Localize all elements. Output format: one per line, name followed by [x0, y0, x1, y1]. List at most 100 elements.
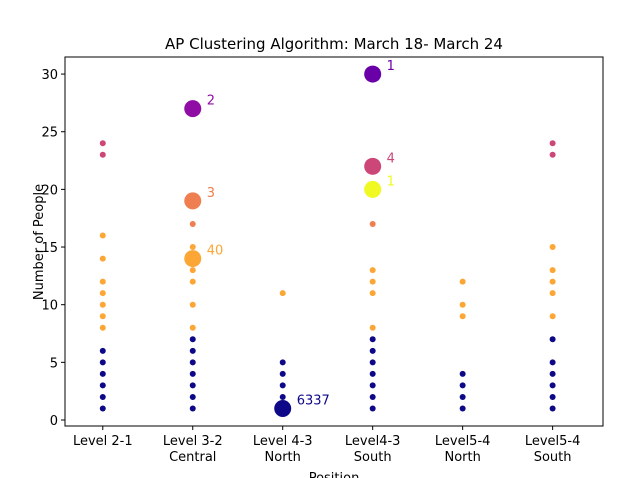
point — [369, 382, 376, 389]
point — [549, 336, 556, 343]
y-tick-label: 25 — [41, 126, 58, 141]
cluster-count: 4 — [387, 151, 395, 166]
point — [369, 324, 376, 331]
cluster-center — [184, 100, 202, 118]
y-tick-label: 0 — [50, 414, 58, 429]
point — [549, 244, 556, 251]
x-tick-label-line: South — [354, 450, 392, 465]
point — [99, 140, 106, 147]
point — [99, 290, 106, 297]
y-axis-label: Number of People — [32, 184, 47, 300]
point — [189, 244, 196, 251]
point — [99, 405, 106, 412]
y-tick-label: 5 — [50, 356, 58, 371]
x-tick-label-line: Level 4-3 — [253, 434, 313, 449]
point — [459, 313, 466, 320]
x-tick-label-line: Level 2-1 — [73, 434, 133, 449]
cluster-center — [364, 65, 382, 83]
point — [369, 336, 376, 343]
point — [549, 278, 556, 285]
point — [369, 359, 376, 366]
point — [549, 290, 556, 297]
cluster-count: 6337 — [297, 393, 330, 408]
y-tick-label: 20 — [41, 183, 58, 198]
point — [279, 370, 286, 377]
x-tick-label-line: South — [534, 450, 572, 465]
y-tick-label: 10 — [41, 299, 58, 314]
point — [369, 220, 376, 227]
x-axis-label: Position — [309, 471, 360, 478]
point — [549, 140, 556, 147]
chart-title: AP Clustering Algorithm: March 18- March… — [165, 35, 503, 53]
point — [459, 405, 466, 412]
point — [369, 405, 376, 412]
point — [549, 405, 556, 412]
point — [369, 370, 376, 377]
x-tick-label: Level4-3 South — [345, 434, 401, 465]
point — [189, 278, 196, 285]
point — [99, 393, 106, 400]
point — [189, 324, 196, 331]
point — [279, 359, 286, 366]
point — [459, 301, 466, 308]
point — [459, 393, 466, 400]
point — [279, 393, 286, 400]
x-tick-label-line: North — [444, 450, 480, 465]
x-tick-label-line: Level5-4 — [435, 434, 491, 449]
point — [99, 324, 106, 331]
point — [189, 336, 196, 343]
cluster-center — [274, 399, 292, 417]
cluster-count: 1 — [387, 59, 395, 74]
point — [189, 359, 196, 366]
cluster-center — [364, 157, 382, 175]
point — [459, 382, 466, 389]
x-tick-label-line: Level5-4 — [525, 434, 581, 449]
point — [189, 382, 196, 389]
point — [189, 301, 196, 308]
x-tick-label: Level 2-1 — [73, 434, 133, 449]
y-tick-label: 15 — [41, 241, 58, 256]
point — [189, 405, 196, 412]
point — [99, 278, 106, 285]
point — [459, 370, 466, 377]
point — [99, 255, 106, 262]
x-tick-label-line: Level 3-2 — [163, 434, 223, 449]
point — [279, 382, 286, 389]
cluster-count: 2 — [207, 94, 215, 109]
point — [369, 393, 376, 400]
point — [369, 347, 376, 354]
cluster-center — [184, 192, 202, 210]
point — [99, 382, 106, 389]
cluster-center — [184, 250, 202, 268]
point — [189, 347, 196, 354]
point — [189, 267, 196, 274]
point — [459, 278, 466, 285]
cluster-center — [364, 180, 382, 198]
point — [99, 347, 106, 354]
point — [99, 232, 106, 239]
point — [99, 151, 106, 158]
point — [369, 278, 376, 285]
x-tick-label: Level 4-3 North — [253, 434, 313, 465]
point — [549, 393, 556, 400]
y-tick-label: 30 — [41, 68, 58, 83]
point — [189, 370, 196, 377]
cluster-count: 1 — [387, 174, 395, 189]
cluster-count: 3 — [207, 186, 215, 201]
x-tick-label: Level5-4 North — [435, 434, 491, 465]
point — [549, 382, 556, 389]
point — [549, 267, 556, 274]
x-tick-label-line: North — [265, 450, 301, 465]
point — [279, 290, 286, 297]
cluster-count: 40 — [207, 244, 224, 259]
x-tick-label-line: Central — [169, 450, 216, 465]
point — [99, 313, 106, 320]
point — [549, 151, 556, 158]
x-tick-label: Level 3-2 Central — [163, 434, 223, 465]
point — [369, 267, 376, 274]
point — [369, 290, 376, 297]
point — [99, 370, 106, 377]
x-tick-label: Level5-4 South — [525, 434, 581, 465]
point — [189, 393, 196, 400]
